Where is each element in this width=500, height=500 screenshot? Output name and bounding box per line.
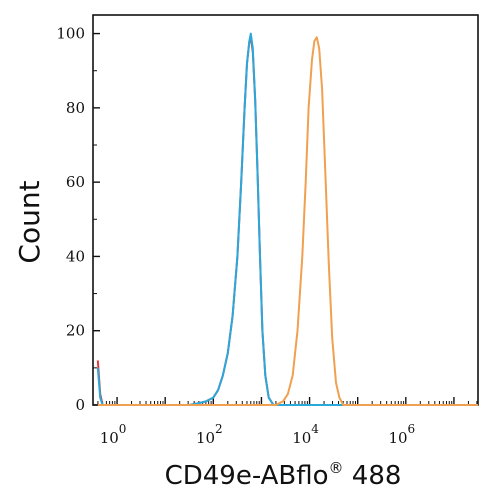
series-line-1 <box>96 36 478 406</box>
x-tick-label: 104 <box>292 422 319 447</box>
y-tick-label: 20 <box>66 322 85 340</box>
x-tick-label: 106 <box>388 422 415 447</box>
x-tick-exponent: 6 <box>408 422 416 436</box>
y-tick-label: 100 <box>56 25 85 43</box>
x-tick-label: 102 <box>196 422 223 447</box>
x-axis: 100 102 104 106 <box>97 397 478 447</box>
x-tick-base: 10 <box>196 429 215 447</box>
y-axis: 0 20 40 60 80 100 <box>56 25 100 414</box>
plot-area <box>92 14 479 406</box>
x-tick-exponent: 2 <box>215 422 223 436</box>
y-tick-label: 80 <box>66 99 85 117</box>
y-axis-title: Count <box>13 180 46 263</box>
x-tick-base: 10 <box>100 429 119 447</box>
x-axis-title-suffix: 488 <box>344 461 402 491</box>
x-axis-title-main: CD49e-ABflo <box>165 461 329 491</box>
y-tick-label: 0 <box>75 396 85 414</box>
x-tick-base: 10 <box>388 429 407 447</box>
plot-border <box>92 14 479 406</box>
x-tick-exponent: 4 <box>311 422 319 436</box>
series-line-3 <box>97 36 478 406</box>
x-tick-exponent: 0 <box>119 422 127 436</box>
y-tick-label: 40 <box>66 247 85 265</box>
x-axis-title-superscript: ® <box>329 459 344 477</box>
series-line-2 <box>96 32 478 406</box>
x-axis-title: CD49e-ABflo® 488 <box>165 459 402 491</box>
y-tick-label: 60 <box>66 173 85 191</box>
series-layer <box>96 32 478 406</box>
x-tick-base: 10 <box>292 429 311 447</box>
x-tick-label: 100 <box>100 422 127 447</box>
